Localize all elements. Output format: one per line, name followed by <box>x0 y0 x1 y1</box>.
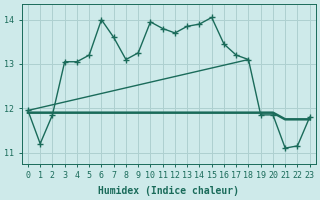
X-axis label: Humidex (Indice chaleur): Humidex (Indice chaleur) <box>98 186 239 196</box>
